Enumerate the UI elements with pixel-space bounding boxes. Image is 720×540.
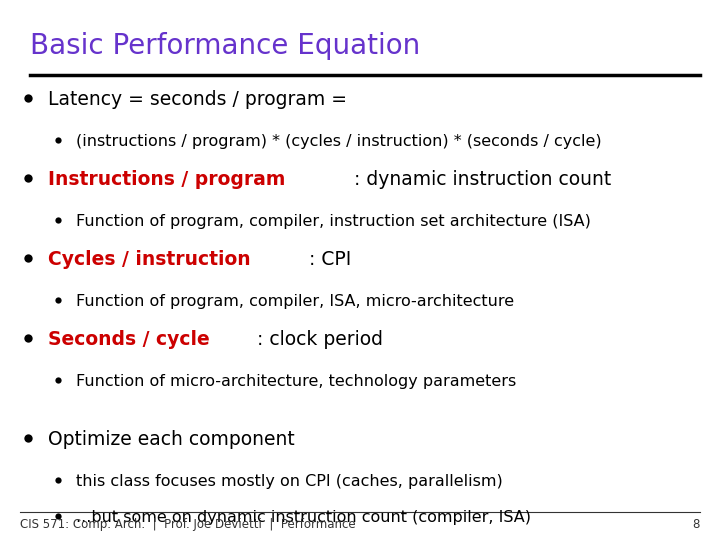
Text: Basic Performance Equation: Basic Performance Equation — [30, 32, 420, 60]
Text: Seconds / cycle: Seconds / cycle — [48, 330, 210, 349]
Text: CIS 571: Comp. Arch.  |  Prof. Joe Devietti  |  Performance: CIS 571: Comp. Arch. | Prof. Joe Deviett… — [20, 518, 356, 531]
Text: Function of micro-architecture, technology parameters: Function of micro-architecture, technolo… — [76, 374, 516, 389]
Text: (instructions / program) * (cycles / instruction) * (seconds / cycle): (instructions / program) * (cycles / ins… — [76, 134, 602, 149]
Text: : dynamic instruction count: : dynamic instruction count — [354, 170, 611, 189]
Text: : CPI: : CPI — [310, 250, 351, 269]
Text: ...but some on dynamic instruction count (compiler, ISA): ...but some on dynamic instruction count… — [76, 510, 531, 525]
Text: 8: 8 — [693, 518, 700, 531]
Text: this class focuses mostly on CPI (caches, parallelism): this class focuses mostly on CPI (caches… — [76, 474, 503, 489]
Text: Function of program, compiler, instruction set architecture (ISA): Function of program, compiler, instructi… — [76, 214, 591, 229]
Text: Latency = seconds / program =: Latency = seconds / program = — [48, 90, 347, 109]
Text: Cycles / instruction: Cycles / instruction — [48, 250, 251, 269]
Text: Instructions / program: Instructions / program — [48, 170, 285, 189]
Text: : clock period: : clock period — [257, 330, 383, 349]
Text: Optimize each component: Optimize each component — [48, 430, 294, 449]
Text: Function of program, compiler, ISA, micro-architecture: Function of program, compiler, ISA, micr… — [76, 294, 514, 309]
